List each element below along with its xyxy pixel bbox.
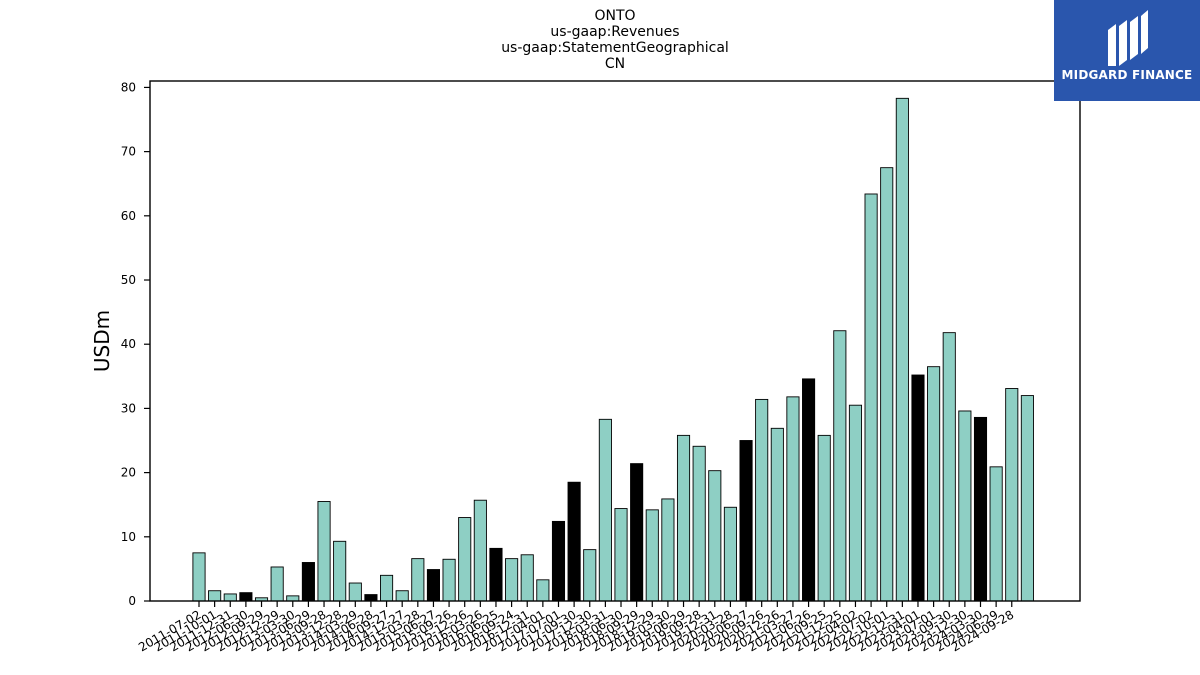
bar <box>755 398 769 602</box>
title-line: us-gaap:Revenues <box>550 24 679 40</box>
bar <box>567 481 581 602</box>
bar <box>895 97 909 602</box>
title-line: CN <box>605 56 625 72</box>
bar <box>786 396 800 602</box>
chart-title: ONTOus-gaap:Revenuesus-gaap:StatementGeo… <box>501 8 729 72</box>
y-tick-label: 60 <box>121 209 136 223</box>
bar <box>817 434 831 602</box>
title-line: ONTO <box>594 8 635 24</box>
bar <box>192 552 206 602</box>
bar <box>723 506 737 602</box>
bar <box>630 463 644 602</box>
bar <box>395 590 409 602</box>
logo-text: MIDGARD FINANCE <box>1061 68 1193 82</box>
y-tick-label: 70 <box>121 145 136 159</box>
bar <box>833 330 847 602</box>
y-tick-label: 40 <box>121 337 136 351</box>
bar <box>942 332 956 602</box>
bar <box>551 520 566 602</box>
bar <box>520 554 534 602</box>
bar <box>473 499 487 602</box>
midgard-logo-icon <box>1108 10 1148 66</box>
bar <box>958 410 972 602</box>
y-tick-label: 0 <box>128 594 136 608</box>
bar <box>223 593 237 602</box>
bar <box>505 558 519 602</box>
bars-group <box>192 97 1034 602</box>
y-tick-label: 50 <box>121 273 136 287</box>
bar <box>661 498 675 602</box>
bar <box>864 193 878 602</box>
bar <box>1005 388 1019 602</box>
bar <box>645 509 659 602</box>
bar <box>880 167 894 602</box>
bar <box>973 416 988 602</box>
y-tick-label: 30 <box>121 401 136 415</box>
y-axis: 0 10 20 30 40 50 60 70 80 <box>121 80 150 608</box>
bar <box>489 547 503 602</box>
title-line: us-gaap:StatementGeographical <box>501 40 729 56</box>
bar <box>442 558 456 602</box>
bar <box>583 549 597 602</box>
bar <box>989 466 1003 602</box>
bar <box>426 569 441 602</box>
bar <box>739 440 753 602</box>
bar <box>208 590 222 602</box>
bar <box>333 540 347 602</box>
bar <box>380 574 394 602</box>
bar <box>301 562 315 602</box>
bar <box>802 378 816 602</box>
bar <box>411 558 425 602</box>
bar <box>770 427 784 602</box>
bar <box>1020 395 1034 602</box>
bar <box>348 582 362 602</box>
bar <box>676 434 691 602</box>
bar <box>708 470 722 602</box>
bar <box>364 594 378 602</box>
y-tick-label: 20 <box>121 466 136 480</box>
bar <box>317 501 331 602</box>
bar <box>598 418 612 602</box>
bar <box>458 517 472 602</box>
bar <box>692 445 706 602</box>
bar <box>927 366 941 602</box>
plot-frame <box>149 80 1081 602</box>
bar <box>911 374 925 602</box>
bar <box>536 579 550 602</box>
bar <box>286 595 300 602</box>
bar <box>239 592 253 602</box>
x-axis: 2011-07-022011-10-012011-12-312012-06-30… <box>136 601 1016 654</box>
bar <box>848 404 863 602</box>
bar <box>614 508 628 602</box>
y-tick-label: 10 <box>121 530 136 544</box>
y-tick-label: 80 <box>121 80 136 94</box>
bar <box>270 566 284 602</box>
midgard-finance-logo: MIDGARD FINANCE <box>1054 0 1200 101</box>
y-axis-label: USDm <box>90 310 114 372</box>
